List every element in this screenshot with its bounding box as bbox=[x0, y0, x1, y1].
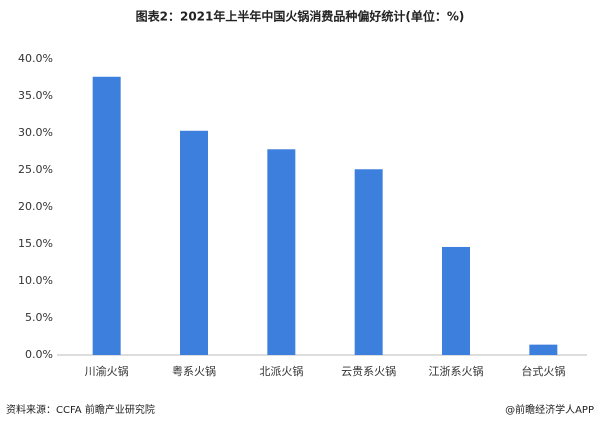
bar bbox=[354, 169, 383, 355]
bar bbox=[442, 246, 470, 355]
bar bbox=[529, 344, 558, 355]
bar bbox=[92, 76, 121, 355]
y-tick-label: 40.0% bbox=[18, 52, 53, 65]
x-tick-label: 江浙系火锅 bbox=[429, 365, 484, 378]
source: 资料来源：CCFA 前瞻产业研究院 bbox=[6, 403, 155, 416]
bar bbox=[180, 130, 208, 355]
x-tick-label: 台式火锅 bbox=[521, 364, 565, 378]
credit: @前瞻经济学人APP bbox=[505, 403, 594, 416]
y-tick-label: 20.0% bbox=[18, 200, 53, 213]
y-tick-label: 35.0% bbox=[18, 89, 53, 102]
y-tick-label: 10.0% bbox=[18, 274, 53, 287]
x-tick-label: 北派火锅 bbox=[259, 365, 303, 378]
x-tick-label: 川渝火锅 bbox=[85, 364, 129, 378]
bar bbox=[267, 149, 296, 355]
chart-title: 图表2：2021年上半年中国火锅消费品种偏好统计(单位：%) bbox=[136, 9, 465, 24]
y-tick-label: 25.0% bbox=[18, 163, 53, 176]
y-tick-label: 30.0% bbox=[18, 126, 53, 139]
x-tick-label: 粤系火锅 bbox=[172, 364, 216, 378]
y-tick-label: 0.0% bbox=[25, 348, 53, 361]
y-tick-label: 5.0% bbox=[25, 311, 53, 324]
y-tick-label: 15.0% bbox=[18, 237, 53, 250]
x-tick-label: 云贵系火锅 bbox=[341, 365, 396, 378]
